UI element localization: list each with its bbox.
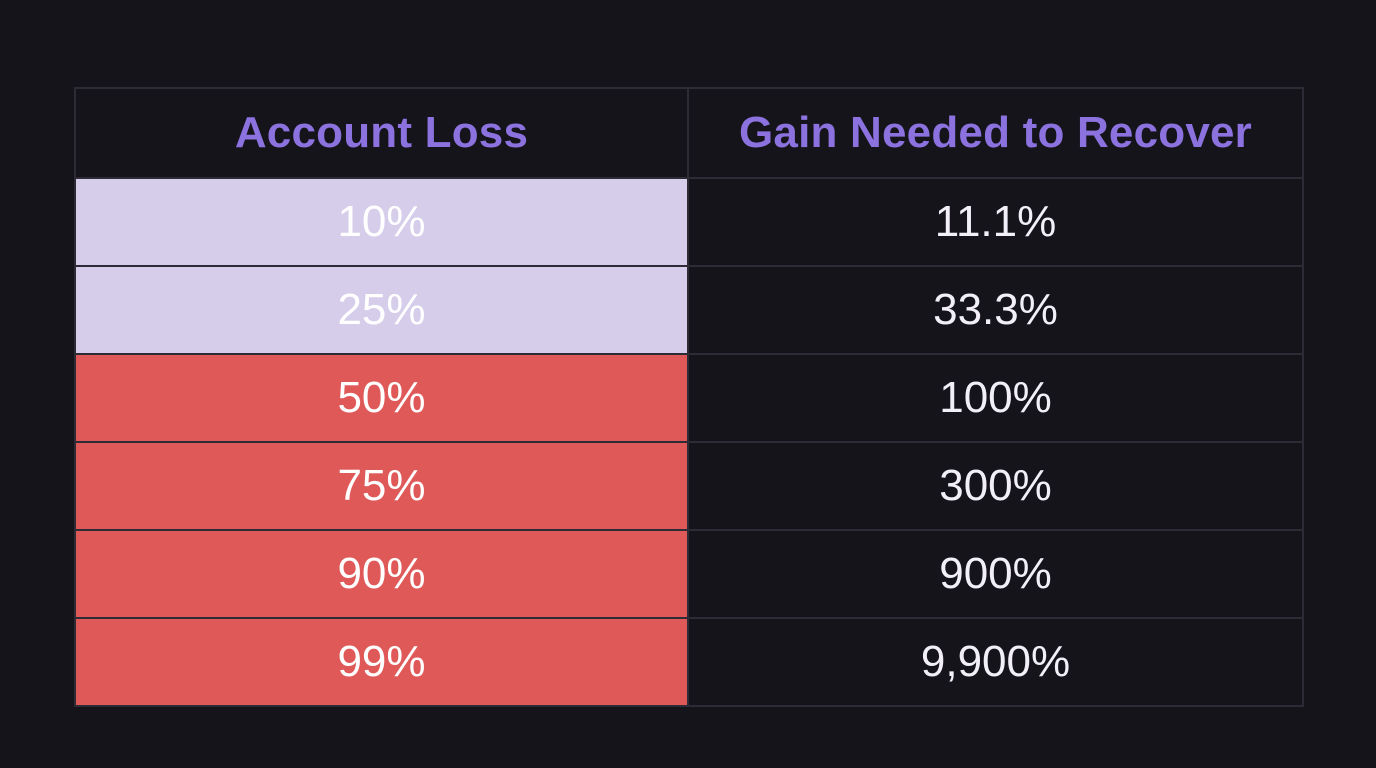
gain-cell: 100%	[687, 353, 1304, 443]
loss-cell: 10%	[74, 177, 689, 267]
header-row: Account Loss Gain Needed to Recover	[74, 87, 1304, 179]
table-body: 10% 11.1% 25% 33.3% 50% 100% 75% 300% 90…	[74, 177, 1304, 707]
gain-cell: 300%	[687, 441, 1304, 531]
gain-cell: 33.3%	[687, 265, 1304, 355]
gain-cell: 900%	[687, 529, 1304, 619]
table-row: 25% 33.3%	[74, 265, 1304, 355]
table-row: 10% 11.1%	[74, 177, 1304, 267]
table-row: 90% 900%	[74, 529, 1304, 619]
table-row: 75% 300%	[74, 441, 1304, 531]
gain-cell: 11.1%	[687, 177, 1304, 267]
loss-cell: 25%	[74, 265, 689, 355]
loss-cell: 99%	[74, 617, 689, 707]
loss-recovery-table: Account Loss Gain Needed to Recover 10% …	[74, 87, 1304, 707]
loss-cell: 50%	[74, 353, 689, 443]
header-account-loss: Account Loss	[74, 87, 689, 179]
gain-cell: 9,900%	[687, 617, 1304, 707]
loss-cell: 90%	[74, 529, 689, 619]
header-gain-needed: Gain Needed to Recover	[687, 87, 1304, 179]
loss-cell: 75%	[74, 441, 689, 531]
table-row: 99% 9,900%	[74, 617, 1304, 707]
table-row: 50% 100%	[74, 353, 1304, 443]
